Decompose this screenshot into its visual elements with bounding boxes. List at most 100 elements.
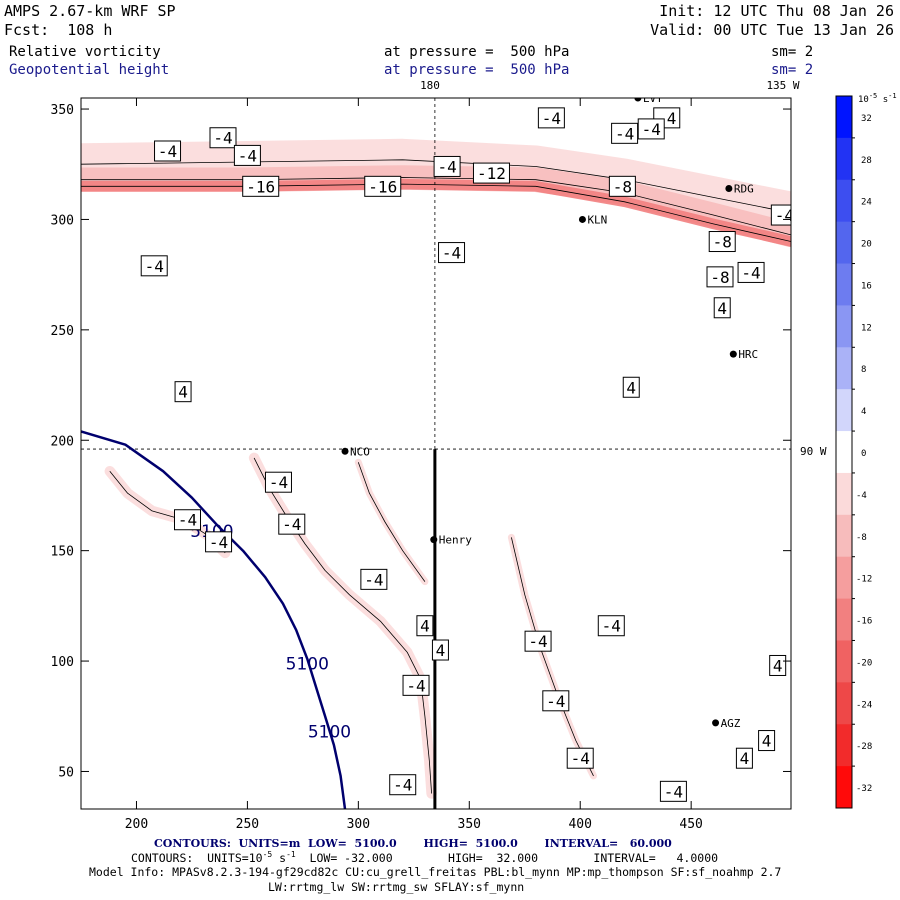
vorticity-contour-6	[511, 537, 594, 777]
station-lvt: LVT	[634, 92, 663, 105]
contour-label-box	[233, 144, 261, 166]
height-label-1: 5100	[286, 654, 329, 674]
contour-label-34: -4	[566, 747, 594, 769]
station-marker	[341, 447, 349, 455]
colorbar-swatch-2	[836, 179, 852, 223]
station-marker	[634, 98, 642, 102]
contour-label-9: -16	[242, 175, 280, 197]
contour-label-box	[706, 266, 734, 288]
contour-label-17: -4	[737, 261, 765, 283]
contour-label-text: -8	[713, 233, 732, 252]
plot-area: 510051005100-4-4-4-4-4-4-4-4-12-16-16-8-…	[81, 92, 817, 809]
contour-label-text: -4	[542, 109, 561, 128]
contour-label-13: -4	[438, 242, 466, 264]
colorbar-frame	[835, 95, 853, 809]
contour-label-text: -4	[406, 676, 425, 695]
contour-label-text: -4	[269, 473, 288, 492]
contour-label-text: -4	[571, 749, 590, 768]
contour-label-26: 4	[416, 615, 434, 637]
colorbar-unit: 10-5 s-1	[858, 92, 897, 105]
contour-label-box	[209, 127, 237, 149]
contour-label-box	[770, 204, 791, 226]
contour-label-text: 4	[178, 383, 188, 402]
contour-label-4: -4	[209, 127, 237, 149]
colorbar-label-13: -20	[856, 658, 872, 668]
colorbar-swatch-14	[836, 682, 852, 725]
contour-label-box	[637, 118, 665, 140]
station-kln: KLN	[578, 213, 607, 226]
colorbar-swatch-3	[836, 221, 852, 265]
colorbar-swatch-12	[836, 598, 852, 641]
x-tick-label-450: 450	[679, 817, 702, 832]
contour-label-box	[140, 255, 168, 277]
contour-label-16: -8	[706, 266, 734, 288]
station-label: NCO	[350, 445, 370, 458]
contour-label-text: -4	[238, 146, 257, 165]
contour-label-text: 4	[436, 641, 446, 660]
right-tick-90w: 90 W	[800, 445, 827, 458]
contour-label-text: -4	[664, 782, 683, 801]
colorbar-label-10: -8	[856, 533, 867, 543]
contour-label-28: -4	[524, 630, 552, 652]
station-henry: Henry	[430, 534, 472, 547]
station-label: HRC	[738, 348, 758, 361]
station-label: LVT	[643, 92, 663, 105]
contour-label-box	[472, 162, 510, 184]
colorbar-label-3: 20	[861, 240, 872, 250]
contour-label-7: -4	[433, 155, 461, 177]
colorbar-label-16: -32	[856, 784, 872, 794]
contour-label-25: -4	[360, 568, 388, 590]
colorbar-label-0: 32	[861, 114, 872, 124]
contour-label-box	[524, 630, 552, 652]
colorbar-label-6: 8	[861, 365, 866, 375]
contour-label-text: -4	[546, 692, 565, 711]
top-tick-180: 180	[420, 79, 440, 92]
contour-label-box	[431, 639, 449, 661]
colorbar-label-9: -4	[856, 491, 867, 501]
station-marker	[430, 536, 438, 544]
field1-name: Relative vorticity	[9, 44, 161, 60]
contour-label-box	[154, 140, 182, 162]
vorticity-band-6	[507, 533, 597, 780]
contour-label-box	[611, 122, 639, 144]
station-marker	[712, 719, 720, 727]
contour-label-6: -4	[233, 144, 261, 166]
contour-label-box	[597, 615, 625, 637]
contour-label-box	[242, 175, 280, 197]
field2-smoothing: sm= 2	[771, 62, 814, 78]
y-tick-label-350: 350	[51, 103, 74, 118]
station-rdg: RDG	[725, 183, 754, 196]
station-label: Henry	[439, 534, 472, 547]
contour-label-29: 4	[431, 639, 449, 661]
contour-label-22: -4	[174, 509, 201, 531]
contour-label-text: -4	[145, 257, 164, 276]
contour-label-15: -8	[708, 231, 736, 253]
colorbar-label-15: -28	[856, 742, 872, 752]
init-time: Init: 12 UTC Thu 08 Jan 26	[659, 2, 894, 20]
contour-label-text: -4	[209, 533, 228, 552]
contour-label-10: -16	[364, 175, 402, 197]
station-hrc: HRC	[729, 348, 758, 361]
field1-level: at pressure = 500 hPa	[384, 44, 570, 60]
colorbar-swatch-5	[836, 305, 852, 348]
footer-physics-info: LW:rrtmg_lw SW:rrtmg_sw SFLAY:sf_mynn	[268, 880, 525, 894]
colorbar-label-1: 28	[861, 156, 872, 166]
contour-label-text: -4	[615, 124, 634, 143]
colorbar-label-12: -16	[856, 617, 872, 627]
valid-time: Valid: 00 UTC Tue 13 Jan 26	[650, 21, 894, 39]
colorbar-label-5: 12	[861, 323, 872, 333]
contour-label-box	[737, 261, 765, 283]
contour-label-35: 4	[735, 747, 753, 769]
station-marker	[810, 565, 817, 572]
model-title: AMPS 2.67-km WRF SP	[4, 2, 176, 20]
contour-label-text: -4	[364, 570, 383, 589]
contour-label-text: -4	[393, 776, 412, 795]
contour-label-box	[264, 471, 292, 493]
colorbar-label-2: 24	[861, 198, 872, 208]
forecast-hour: Fcst: 108 h	[4, 21, 113, 39]
vorticity-contour-3	[253, 457, 432, 794]
contour-label-text: -4	[282, 515, 301, 534]
contour-label-text: -4	[437, 157, 456, 176]
contour-label-box	[769, 654, 787, 676]
colorbar-label-7: 4	[861, 407, 866, 417]
